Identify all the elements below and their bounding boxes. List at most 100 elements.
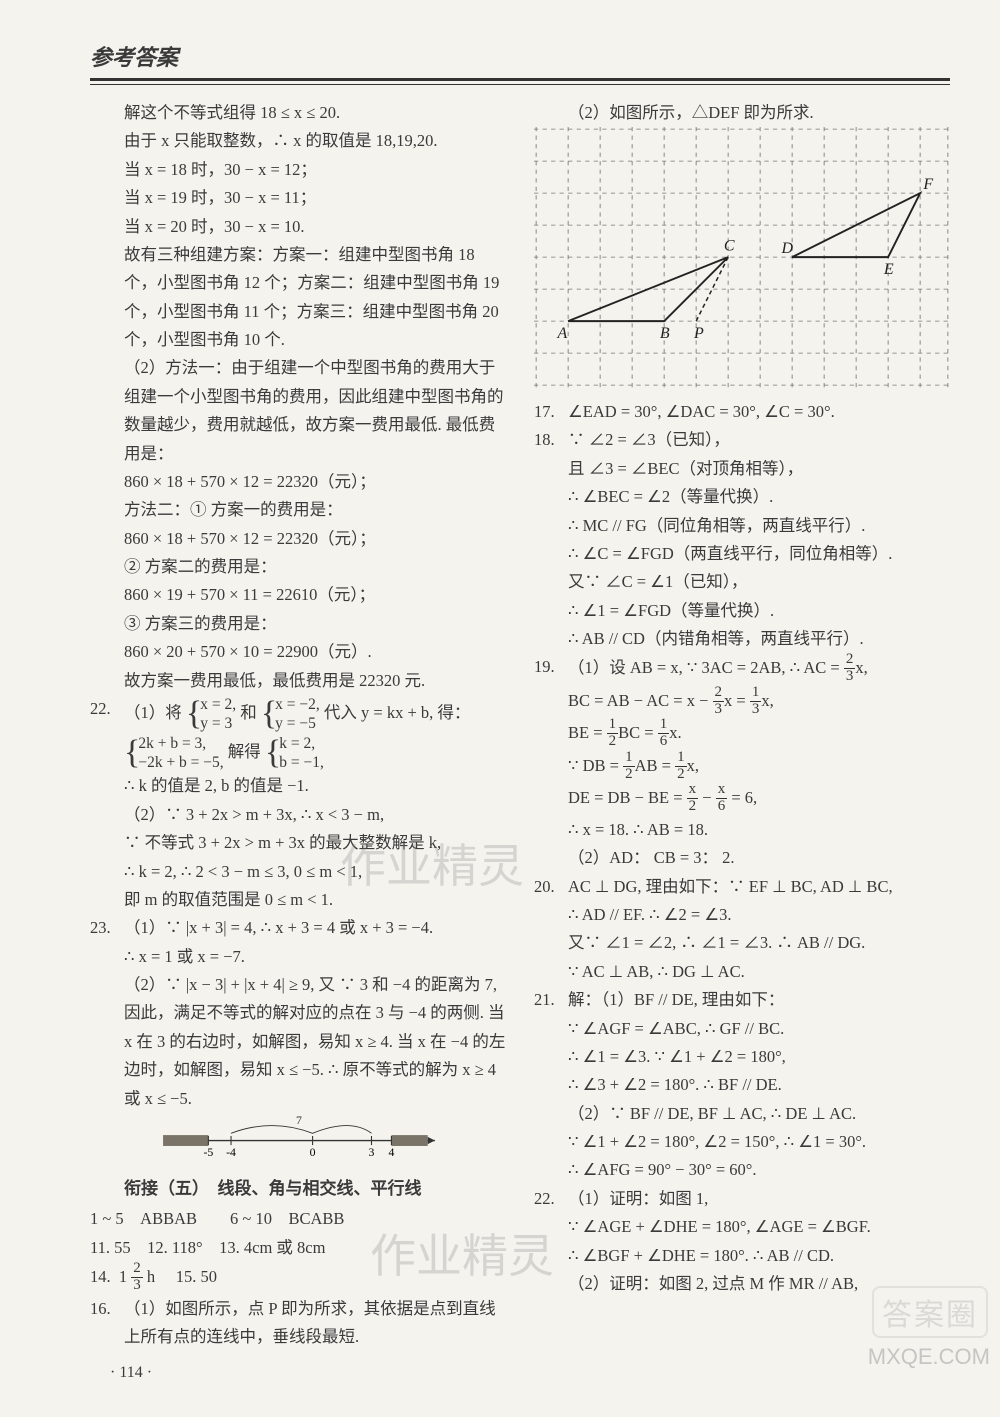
text-line: 又∵ ∠1 = ∠2, ∴ ∠1 = ∠3. ∴ AB // DG. <box>568 929 950 957</box>
t: 6 <box>658 734 670 750</box>
text-line: 860 × 18 + 570 × 12 = 22320（元）； <box>90 525 506 553</box>
t: y = 3 <box>200 715 232 732</box>
q16-number: 16. <box>90 1295 124 1352</box>
t: 22. <box>534 1185 568 1299</box>
q23-number: 23. <box>90 914 124 1168</box>
text-line: （1）设 AB = x, ∵ 3AC = 2AB, ∴ AC = 23x, <box>568 653 950 686</box>
text-line: 又∵ ∠C = ∠1（已知）， <box>568 568 950 596</box>
svg-text:C: C <box>724 238 735 255</box>
svg-text:7: 7 <box>296 1114 302 1127</box>
right-column: （2）如图所示，△DEF 即为所求. <box>534 99 950 1387</box>
t: ∵ DB = <box>568 756 623 775</box>
svg-text:4: 4 <box>388 1146 394 1159</box>
t: 20. <box>534 873 568 987</box>
t: 1 <box>750 685 762 702</box>
text-line: （2）∵ 3 + 2x > m + 3x, ∴ x < 3 − m, <box>124 801 506 829</box>
t: 1 <box>658 717 670 734</box>
question-22: 22. （1）将 {x = 2,y = 3 和 {x = −2,y = −5 代… <box>90 695 506 914</box>
text-line: ∴ k = 2, ∴ 2 < 3 − m ≤ 3, 0 ≤ m < 1, <box>124 858 506 886</box>
svg-text:E: E <box>883 262 894 279</box>
text-line: BE = 12BC = 16x. <box>568 718 950 751</box>
text-line: （2）方法一：由于组建一个中型图书角的费用大于组建一个小型图书角的费用，因此组建… <box>90 354 506 468</box>
t: 1 <box>675 750 687 767</box>
t: x <box>716 782 728 799</box>
question-19: 19. （1）设 AB = x, ∵ 3AC = 2AB, ∴ AC = 23x… <box>534 653 950 872</box>
text-line: ∴ ∠AFG = 90° − 30° = 60°. <box>568 1156 950 1184</box>
svg-text:-4: -4 <box>226 1146 236 1159</box>
t: −2k + b = −5, <box>138 754 223 771</box>
t: （1）将 <box>124 703 182 722</box>
svg-text:F: F <box>922 176 933 193</box>
t: 118° <box>172 1238 203 1257</box>
question-23: 23. （1）∵ |x + 3| = 4, ∴ x + 3 = 4 或 x + … <box>90 914 506 1168</box>
t: 21. <box>534 986 568 1185</box>
svg-text:0: 0 <box>310 1146 316 1159</box>
t: 3 <box>131 1278 143 1294</box>
t: 3 <box>750 702 762 718</box>
t: 代入 y = kx + b, 得： <box>324 703 471 722</box>
text-line: ∵ 不等式 3 + 2x > m + 3x 的最大整数解是 k, <box>124 829 506 857</box>
grid-figure: ABPC DEF <box>534 127 950 398</box>
left-column: 解这个不等式组得 18 ≤ x ≤ 20. 由于 x 只能取整数，∴ x 的取值… <box>90 99 506 1387</box>
text-line: BC = AB − AC = x − 23x = 13x, <box>568 686 950 719</box>
t: x. <box>669 723 681 742</box>
text-line: ∵ ∠AGE + ∠DHE = 180°, ∠AGE = ∠BGF. <box>568 1213 950 1241</box>
text-line: ∴ ∠BEC = ∠2（等量代换）. <box>568 483 950 511</box>
text-line: ∵ ∠2 = ∠3（已知）， <box>568 426 950 454</box>
t: = 6, <box>727 788 757 807</box>
t: （1）设 AB = x, ∵ 3AC = 2AB, ∴ AC = <box>568 658 844 677</box>
t: 14. <box>90 1267 111 1286</box>
text-line: ∴ ∠C = ∠FGD（两直线平行，同位角相等）. <box>568 540 950 568</box>
text-line: AC ⊥ DG, 理由如下：∵ EF ⊥ BC, AD ⊥ BC, <box>568 873 950 901</box>
t: 2 <box>675 767 687 783</box>
t: x <box>687 782 699 799</box>
text-line: 由于 x 只能取整数，∴ x 的取值是 18,19,20. <box>90 127 506 155</box>
t: x = 2, <box>200 696 236 713</box>
text-line: （1）∵ |x + 3| = 4, ∴ x + 3 = 4 或 x + 3 = … <box>124 914 506 942</box>
svg-text:D: D <box>780 240 793 257</box>
t: 12. <box>147 1238 168 1257</box>
svg-text:3: 3 <box>369 1146 375 1159</box>
t: 1 <box>119 1267 127 1286</box>
text-line: 故有三种组建方案：方案一：组建中型图书角 18 个，小型图书角 12 个；方案二… <box>90 241 506 355</box>
t: 3 <box>844 669 856 685</box>
number-line-figure: 7 -5 -4 0 3 4 <box>124 1113 506 1168</box>
text-line: 860 × 18 + 570 × 12 = 22320（元）； <box>90 468 506 496</box>
text-line: ② 方案二的费用是： <box>90 553 506 581</box>
text-line: ∵ ∠1 + ∠2 = 180°, ∠2 = 150°, ∴ ∠1 = 30°. <box>568 1128 950 1156</box>
question-21: 21. 解：（1）BF // DE, 理由如下： ∵ ∠AGF = ∠ABC, … <box>534 986 950 1185</box>
svg-text:A: A <box>556 326 567 343</box>
answer-line: 1 ~ 5 ABBAB 6 ~ 10 BCABB <box>90 1205 506 1233</box>
text-line: （2）AD： CB = 3： 2. <box>568 844 950 872</box>
text-line: ∠EAD = 30°, ∠DAC = 30°, ∠C = 30°. <box>568 398 950 426</box>
text-line: ∴ ∠1 = ∠FGD（等量代换）. <box>568 597 950 625</box>
t: 4cm 或 8cm <box>244 1238 326 1257</box>
text-line: （2）∵ BF // DE, BF ⊥ AC, ∴ DE ⊥ AC. <box>568 1100 950 1128</box>
q22-number: 22. <box>90 695 124 914</box>
text-line: ∵ DB = 12AB = 12x, <box>568 751 950 784</box>
text-line: ∵ AC ⊥ AB, ∴ DG ⊥ AC. <box>568 958 950 986</box>
text-line: ∴ x = 1 或 x = −7. <box>124 943 506 971</box>
text-line: 解：（1）BF // DE, 理由如下： <box>568 986 950 1014</box>
t: y = −5 <box>275 715 316 732</box>
text-line: ∵ ∠AGF = ∠ABC, ∴ GF // BC. <box>568 1015 950 1043</box>
t: k = 2, <box>279 735 315 752</box>
t: 2 <box>607 734 619 750</box>
brand-logo: MXQE.COM <box>868 1344 990 1370</box>
section-title: 衔接（五） 线段、角与相交线、平行线 <box>90 1174 506 1203</box>
t: 11. <box>90 1238 110 1257</box>
text-line: 860 × 19 + 570 × 11 = 22610（元）； <box>90 581 506 609</box>
text-line: ∴ AD // EF. ∴ ∠2 = ∠3. <box>568 901 950 929</box>
text-line: ∴ MC // FG（同位角相等，两直线平行）. <box>568 512 950 540</box>
t: x, <box>855 658 867 677</box>
page-header: 参考答案 <box>90 40 950 72</box>
t: 13. <box>219 1238 240 1257</box>
text-line: 当 x = 18 时，30 − x = 12； <box>90 156 506 184</box>
text-line: （1）将 {x = 2,y = 3 和 {x = −2,y = −5 代入 y … <box>124 695 506 734</box>
answer-line: 11. 55 12. 118° 13. 4cm 或 8cm <box>90 1234 506 1262</box>
brand-box: 答案圈 <box>872 1286 988 1338</box>
text-line: 故方案一费用最低，最低费用是 22320 元. <box>90 667 506 695</box>
t: 1 <box>623 750 635 767</box>
text-line: ∴ AB // CD（内错角相等，两直线平行）. <box>568 625 950 653</box>
t: x = <box>724 691 750 710</box>
